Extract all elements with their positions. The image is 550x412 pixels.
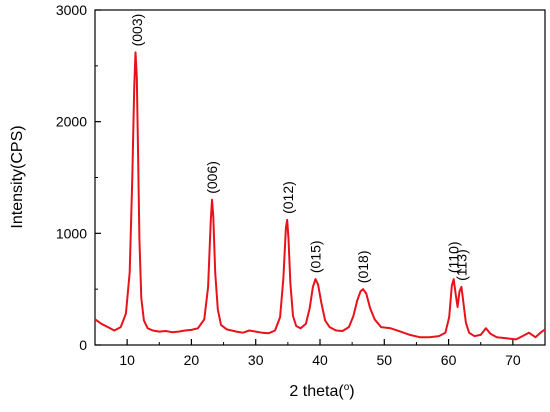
x-axis-title: 2 theta(o) <box>289 382 354 400</box>
x-tick-label: 60 <box>441 352 457 368</box>
y-axis: 0 1000 2000 3000 <box>56 2 101 353</box>
peak-label: (018) <box>355 251 371 284</box>
y-tick-label: 0 <box>79 337 87 353</box>
y-tick-label: 3000 <box>56 2 87 18</box>
peak-label: (003) <box>129 14 145 47</box>
peak-labels: (003) (006) (012) (015) (018) (110)(113) <box>129 14 470 283</box>
x-tick-label: 30 <box>248 352 264 368</box>
y-tick-label: 1000 <box>56 225 87 241</box>
peak-label: (015) <box>308 240 324 273</box>
x-axis: 10 20 30 40 50 60 70 <box>119 339 521 368</box>
peak-label: (110) <box>446 241 462 273</box>
x-tick-label: 40 <box>312 352 328 368</box>
y-axis-title: Intensity(CPS) <box>9 125 26 228</box>
diffraction-curve <box>94 51 546 341</box>
x-tick-label: 10 <box>119 352 135 368</box>
x-tick-label: 50 <box>376 352 392 368</box>
x-axis-title-main: 2 theta( <box>289 383 344 400</box>
peak-label: (012) <box>280 181 296 214</box>
x-tick-label: 20 <box>184 352 200 368</box>
peak-label: (113) <box>453 249 469 281</box>
y-tick-label: 2000 <box>56 114 87 130</box>
peak-label: (006) <box>204 161 220 194</box>
x-tick-label: 70 <box>505 352 521 368</box>
x-axis-title-close: ) <box>349 383 354 400</box>
x-axis-title-superscript: o <box>344 382 350 393</box>
